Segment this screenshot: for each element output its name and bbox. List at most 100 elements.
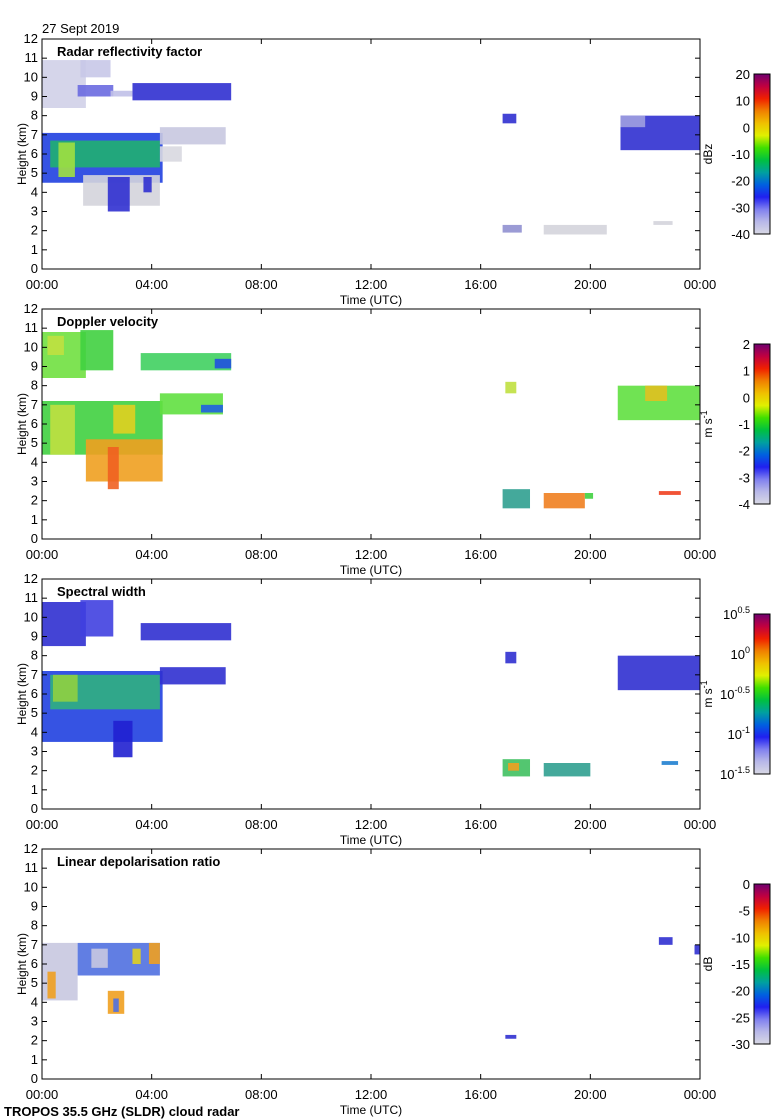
tick-exponent: 0.5 xyxy=(737,605,750,615)
x-axis-label: Time (UTC) xyxy=(340,833,402,847)
colorbar-tick-label: 10-0.5 xyxy=(720,685,750,702)
echo-region xyxy=(140,353,232,371)
colorbar xyxy=(753,343,771,505)
tick-exponent: -1 xyxy=(742,725,750,735)
colorbar-tick-label: -25 xyxy=(731,1010,750,1025)
echo-region xyxy=(658,937,673,945)
echo-region xyxy=(107,177,130,212)
unit-base: dB xyxy=(701,957,715,972)
date-label: 27 Sept 2019 xyxy=(42,21,119,36)
x-tick-label: 12:00 xyxy=(355,547,388,562)
unit-base: m s xyxy=(701,688,715,707)
colorbar-tick-label: 10 xyxy=(736,94,750,109)
y-tick-label: 7 xyxy=(31,127,38,142)
unit-base: m s xyxy=(701,418,715,437)
y-tick-label: 9 xyxy=(31,89,38,104)
y-tick-label: 2 xyxy=(31,763,38,778)
colorbar-tick-label: -2 xyxy=(738,444,750,459)
colorbar-tick-label: 10-1 xyxy=(728,725,750,742)
y-tick-label: 3 xyxy=(31,474,38,489)
echo-region xyxy=(584,493,594,499)
x-tick-label: 12:00 xyxy=(355,817,388,832)
x-tick-label: 00:00 xyxy=(26,1087,59,1102)
echo-region xyxy=(694,944,700,955)
echo-region xyxy=(132,948,141,964)
y-tick-label: 3 xyxy=(31,744,38,759)
x-tick-label: 20:00 xyxy=(574,547,607,562)
colorbar-tick-label: -10 xyxy=(731,930,750,945)
colorbar-tick-label: 1 xyxy=(743,364,750,379)
y-tick-label: 0 xyxy=(31,1071,38,1086)
echo-region xyxy=(140,623,232,641)
echo-region xyxy=(159,127,226,145)
echo-region xyxy=(58,142,75,177)
y-tick-label: 9 xyxy=(31,899,38,914)
y-tick-label: 3 xyxy=(31,1014,38,1029)
colorbar-tick-label: 100 xyxy=(731,645,750,662)
tick-exponent: -1.5 xyxy=(734,765,750,775)
x-tick-label: 04:00 xyxy=(135,1087,168,1102)
x-tick-label: 00:00 xyxy=(684,817,717,832)
x-tick-label: 00:00 xyxy=(684,277,717,292)
echo-region xyxy=(132,83,232,101)
y-tick-label: 4 xyxy=(31,724,38,739)
colorbar-tick-label: 0 xyxy=(743,120,750,135)
y-tick-label: 5 xyxy=(31,705,38,720)
colorbar-tick-label: -30 xyxy=(731,1037,750,1052)
x-tick-label: 08:00 xyxy=(245,817,278,832)
y-tick-label: 2 xyxy=(31,493,38,508)
echo-region xyxy=(107,447,119,490)
colorbar-tick-label: -3 xyxy=(738,470,750,485)
panel-3: Linear depolarisation ratio0123456789101… xyxy=(15,841,771,1117)
tick-base: 10 xyxy=(720,767,734,782)
x-tick-label: 08:00 xyxy=(245,277,278,292)
y-tick-label: 11 xyxy=(25,320,39,335)
colorbar-tick-label: -1 xyxy=(738,417,750,432)
x-tick-label: 20:00 xyxy=(574,277,607,292)
x-tick-label: 12:00 xyxy=(355,1087,388,1102)
y-axis-label: Height (km) xyxy=(15,663,29,725)
colorbar-tick-label: 10-1.5 xyxy=(720,765,750,782)
echo-region xyxy=(502,224,522,233)
y-tick-label: 8 xyxy=(31,648,38,663)
echo-region xyxy=(543,224,607,235)
echo-region xyxy=(502,489,531,509)
echo-region xyxy=(113,404,136,434)
x-tick-label: 00:00 xyxy=(684,547,717,562)
x-axis-label: Time (UTC) xyxy=(340,293,402,307)
x-tick-label: 04:00 xyxy=(135,817,168,832)
x-tick-label: 00:00 xyxy=(26,547,59,562)
x-tick-label: 16:00 xyxy=(464,817,497,832)
y-tick-label: 1 xyxy=(31,242,38,257)
y-tick-label: 9 xyxy=(31,359,38,374)
echo-region xyxy=(143,177,152,193)
colorbar-tick-label: 20 xyxy=(736,67,750,82)
y-tick-label: 12 xyxy=(24,31,38,46)
y-tick-label: 6 xyxy=(31,416,38,431)
colorbar-tick-label: -20 xyxy=(731,174,750,189)
y-tick-label: 8 xyxy=(31,918,38,933)
x-tick-label: 00:00 xyxy=(684,1087,717,1102)
y-tick-label: 12 xyxy=(24,841,38,856)
y-tick-label: 6 xyxy=(31,956,38,971)
y-axis-label: Height (km) xyxy=(15,393,29,455)
colorbar xyxy=(753,883,771,1045)
tick-base: 10 xyxy=(728,727,742,742)
echo-region xyxy=(617,655,700,691)
y-tick-label: 10 xyxy=(24,69,38,84)
echo-region xyxy=(47,971,56,999)
echo-region xyxy=(543,763,591,777)
echo-region xyxy=(77,942,160,976)
echo-region xyxy=(214,358,232,369)
echo-region xyxy=(620,115,646,128)
y-tick-label: 8 xyxy=(31,108,38,123)
y-tick-label: 11 xyxy=(25,50,39,65)
y-tick-label: 12 xyxy=(24,301,38,316)
colorbar xyxy=(753,613,771,775)
y-tick-label: 12 xyxy=(24,571,38,586)
y-tick-label: 8 xyxy=(31,378,38,393)
echo-region xyxy=(52,674,78,702)
echo-region xyxy=(661,761,679,765)
colorbar-tick-label: -15 xyxy=(731,957,750,972)
